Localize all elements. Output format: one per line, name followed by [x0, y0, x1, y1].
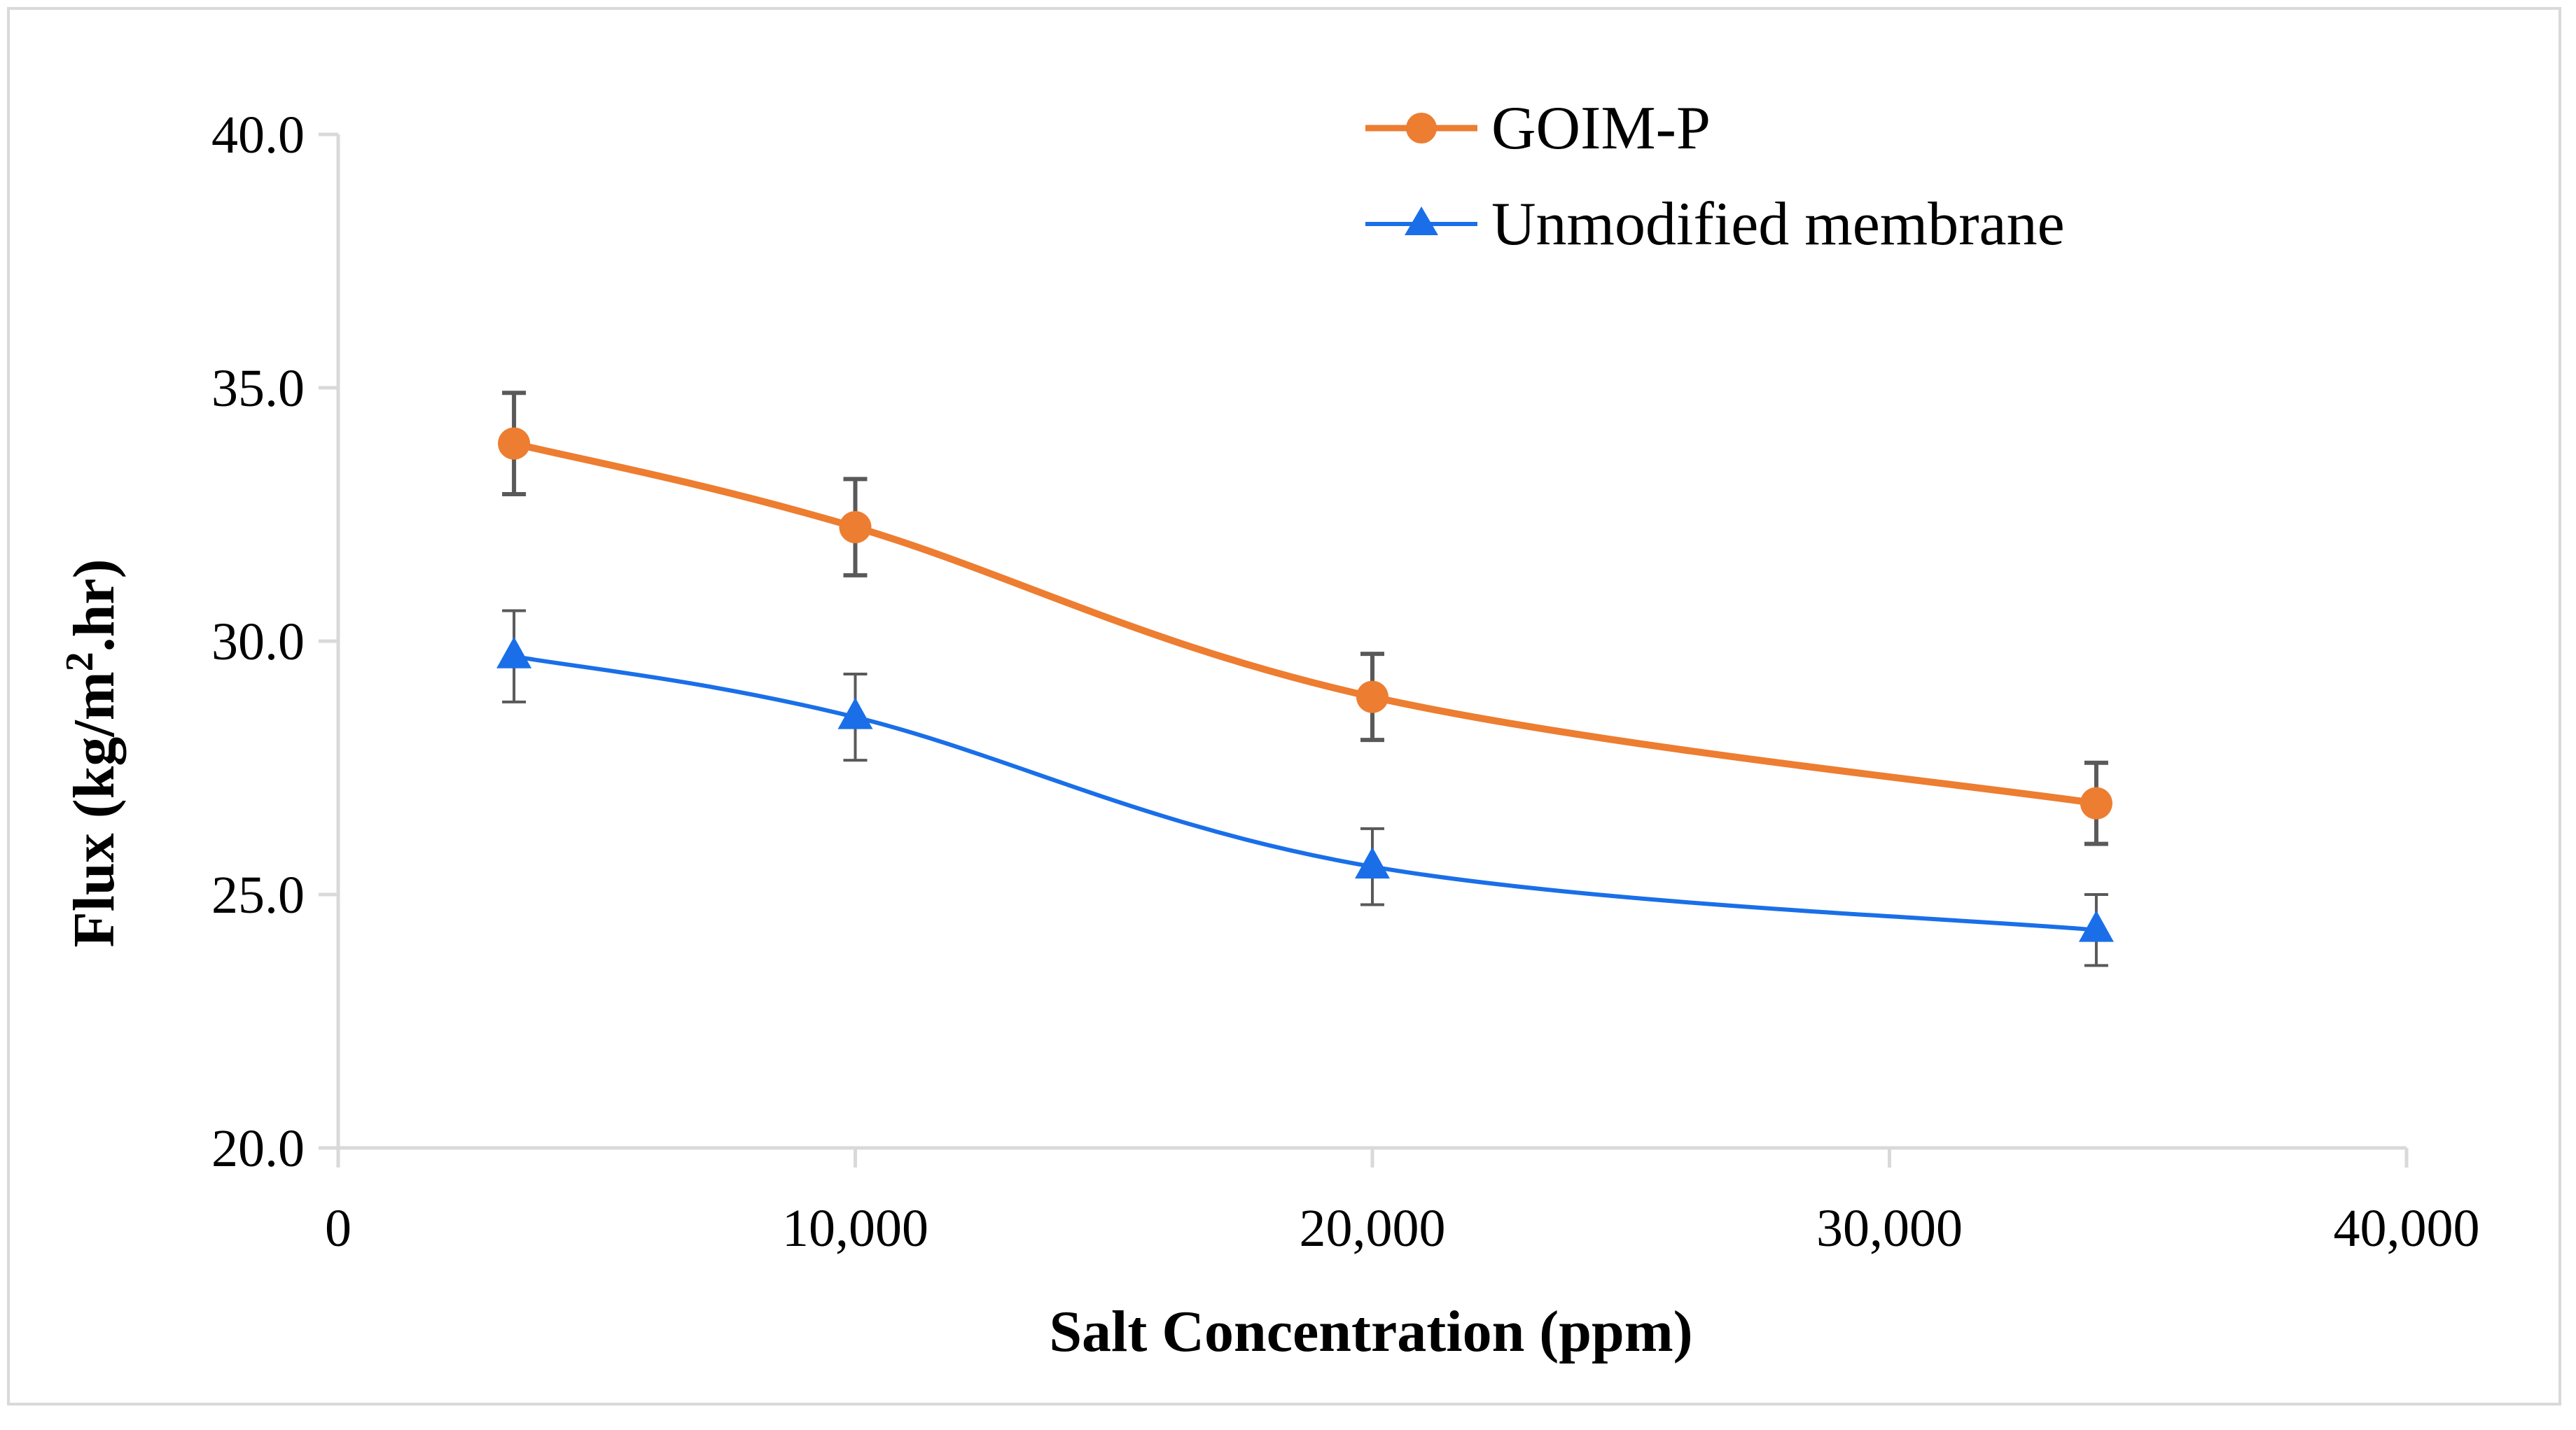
series-line-unmodified-membrane — [513, 654, 2097, 932]
y-tick-label: 35.0 — [211, 359, 305, 418]
y-tick-label: 25.0 — [211, 866, 305, 925]
y-axis-title-tail: .hr) — [62, 559, 127, 652]
series-layer — [496, 391, 2114, 967]
x-axis-ticks: 0 10,000 20,000 30,000 40,000 — [325, 1148, 2480, 1258]
y-axis-title: Flux (kg/m2.hr) — [58, 559, 127, 947]
axes — [336, 134, 2407, 1150]
y-axis-title-superscript: 2 — [58, 652, 102, 671]
y-tick-label: 30.0 — [211, 612, 305, 671]
y-tick-label: 40.0 — [211, 106, 305, 164]
x-tick-label: 10,000 — [782, 1199, 928, 1258]
data-point — [2078, 910, 2114, 942]
y-axis-title-main: Flux (kg/m — [62, 671, 127, 947]
x-axis-title: Salt Concentration (ppm) — [1049, 1299, 1692, 1364]
legend-item-goim-p: GOIM-P — [1365, 94, 1711, 162]
x-tick-label: 0 — [325, 1199, 351, 1258]
legend-item-unmodified-membrane: Unmodified membrane — [1365, 190, 2065, 258]
legend-marker-unmodified-membrane — [1405, 206, 1438, 235]
y-tick-label: 20.0 — [211, 1119, 305, 1178]
legend-marker-goim-p — [1406, 113, 1437, 143]
data-point — [1356, 680, 1388, 713]
data-point — [837, 697, 873, 729]
chart-frame — [7, 7, 2561, 1406]
y-axis-ticks: 20.0 25.0 30.0 35.0 40.0 — [211, 106, 338, 1178]
series-goim-p — [498, 391, 2112, 846]
data-point — [498, 427, 531, 460]
data-point — [2080, 787, 2112, 820]
x-tick-label: 30,000 — [1816, 1199, 1963, 1258]
series-unmodified-membrane — [496, 609, 2114, 967]
x-tick-label: 40,000 — [2334, 1199, 2480, 1258]
data-point — [839, 511, 872, 544]
legend-label-unmodified-membrane: Unmodified membrane — [1491, 190, 2065, 258]
data-point — [1355, 847, 1390, 879]
data-point — [496, 636, 532, 668]
legend: GOIM-P Unmodified membrane — [1365, 94, 2065, 258]
x-tick-label: 20,000 — [1300, 1199, 1446, 1258]
series-line-goim-p — [513, 440, 2097, 807]
legend-label-goim-p: GOIM-P — [1491, 94, 1711, 162]
